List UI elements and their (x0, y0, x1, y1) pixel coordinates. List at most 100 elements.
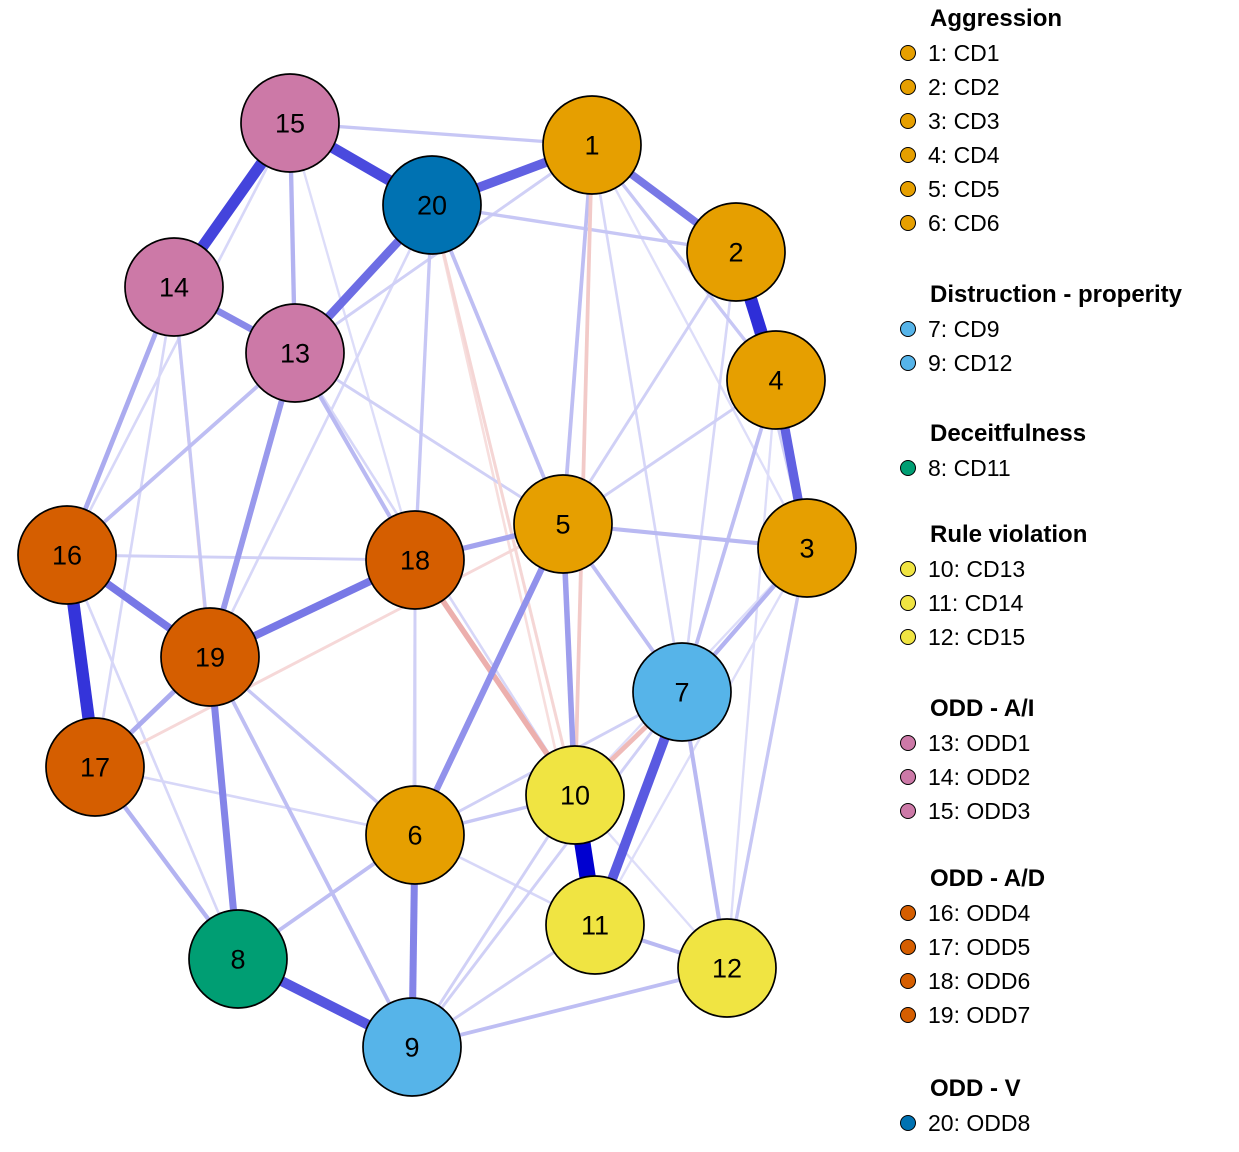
legend-item-node-20: 20: ODD8 (900, 1106, 1235, 1140)
edge-1-10 (573, 144, 594, 796)
legend-item-node-2: 2: CD2 (900, 70, 1235, 104)
edge-1-15 (289, 121, 593, 147)
node-19-circle (160, 607, 260, 707)
node-1: 1 (542, 95, 642, 195)
legend-section-deceitfulness: Deceitfulness 8: CD11 (900, 417, 1235, 485)
node-1-circle (542, 95, 642, 195)
node-2-label: 2 (728, 238, 743, 268)
legend-section-destruction_property: Distruction - properity 7: CD9 9: CD12 (900, 278, 1235, 380)
legend-item-node-17: 17: ODD5 (900, 930, 1235, 964)
legend-item-node-1: 1: CD1 (900, 36, 1235, 70)
edge-5-17 (94, 522, 564, 769)
node-13-label: 13 (280, 339, 310, 369)
node-20: 20 (382, 155, 482, 255)
legend-item-node-18: 18: ODD6 (900, 964, 1235, 998)
legend-dot-icon (900, 215, 916, 231)
legend-section-aggression: Aggression 1: CD1 2: CD2 3: CD3 4: CD4 5: CD5… (900, 2, 1235, 240)
node-11-circle (545, 875, 645, 975)
node-4-circle (726, 330, 826, 430)
node-1-label: 1 (584, 131, 599, 161)
node-16-circle (17, 505, 117, 605)
legend-item-node-5: 5: CD5 (900, 172, 1235, 206)
legend-item-label: 4: CD4 (928, 142, 1000, 168)
legend-item-node-13: 13: ODD1 (900, 726, 1235, 760)
edge-14-19 (172, 286, 212, 658)
node-4: 4 (726, 330, 826, 430)
node-20-circle (382, 155, 482, 255)
legend-dot-icon (900, 905, 916, 921)
node-6-circle (365, 785, 465, 885)
legend-item-label: 9: CD12 (928, 350, 1013, 376)
node-9: 9 (362, 997, 462, 1097)
edge-7-9 (410, 691, 684, 1048)
legend-item-node-10: 10: CD13 (900, 552, 1235, 586)
node-6: 6 (365, 785, 465, 885)
legend-dot-icon (900, 321, 916, 337)
legend-section-title: ODD - A/I (930, 695, 1035, 722)
node-7-label: 7 (674, 678, 689, 708)
edge-3-12 (725, 547, 809, 969)
legend-item-node-19: 19: ODD7 (900, 998, 1235, 1032)
legend-item-label: 5: CD5 (928, 176, 1000, 202)
node-18-circle (365, 510, 465, 610)
legend-dot-icon (900, 803, 916, 819)
edge-9-19 (208, 656, 414, 1048)
legend-item-label: 2: CD2 (928, 74, 1000, 100)
legend-item-label: 11: CD14 (928, 590, 1024, 616)
legend-item-label: 15: ODD3 (928, 798, 1031, 824)
legend-item-node-14: 14: ODD2 (900, 760, 1235, 794)
node-16-label: 16 (52, 541, 82, 571)
node-17-label: 17 (80, 753, 110, 783)
edge-10-20 (430, 204, 577, 796)
edge-8-19 (206, 656, 242, 960)
edge-9-10 (410, 794, 577, 1048)
node-14-circle (124, 237, 224, 337)
node-20-label: 20 (417, 191, 447, 221)
legend-item-label: 20: ODD8 (928, 1110, 1031, 1136)
legend-section-title: Aggression (930, 5, 1063, 32)
legend-dot-icon (900, 769, 916, 785)
legend-section-title: Rule violation (930, 521, 1088, 548)
legend-item-node-4: 4: CD4 (900, 138, 1235, 172)
node-19-label: 19 (195, 643, 225, 673)
node-17: 17 (45, 717, 145, 817)
node-6-label: 6 (407, 821, 422, 851)
edge-15-18 (288, 122, 417, 561)
legend-item-label: 10: CD13 (928, 556, 1026, 582)
legend-section-title: ODD - A/D (930, 865, 1046, 892)
legend-item-label: 7: CD9 (928, 316, 1000, 342)
edge-9-12 (411, 966, 728, 1049)
node-12-label: 12 (712, 954, 742, 984)
node-14: 14 (124, 237, 224, 337)
legend-item-label: 12: CD15 (928, 624, 1026, 650)
legend-dot-icon (900, 181, 916, 197)
edge-8-16 (65, 554, 240, 960)
legend-dot-icon (900, 735, 916, 751)
node-18: 18 (365, 510, 465, 610)
legend-dot-icon (900, 355, 916, 371)
legend-dot-icon (900, 1007, 916, 1023)
edge-13-16 (65, 351, 297, 557)
legend-dot-icon (900, 147, 916, 163)
node-13: 13 (245, 303, 345, 403)
node-8-circle (188, 909, 288, 1009)
legend-item-node-6: 6: CD6 (900, 206, 1235, 240)
legend-item-node-8: 8: CD11 (900, 451, 1235, 485)
legend-dot-icon (900, 973, 916, 989)
node-17-circle (45, 717, 145, 817)
node-7-circle (632, 642, 732, 742)
legend-item-node-12: 12: CD15 (900, 620, 1235, 654)
legend-dot-icon (900, 79, 916, 95)
legend-item-label: 14: ODD2 (928, 764, 1031, 790)
legend-section-title: Distruction - properity (930, 281, 1183, 308)
edge-16-18 (66, 553, 416, 562)
legend-dot-icon (900, 561, 916, 577)
legend-section-title: Deceitfulness (930, 420, 1087, 447)
edge-5-6 (412, 522, 566, 837)
node-15-circle (240, 73, 340, 173)
node-8: 8 (188, 909, 288, 1009)
edge-5-20 (430, 204, 565, 525)
edge-1-3 (590, 144, 809, 549)
legend-dot-icon (900, 113, 916, 129)
